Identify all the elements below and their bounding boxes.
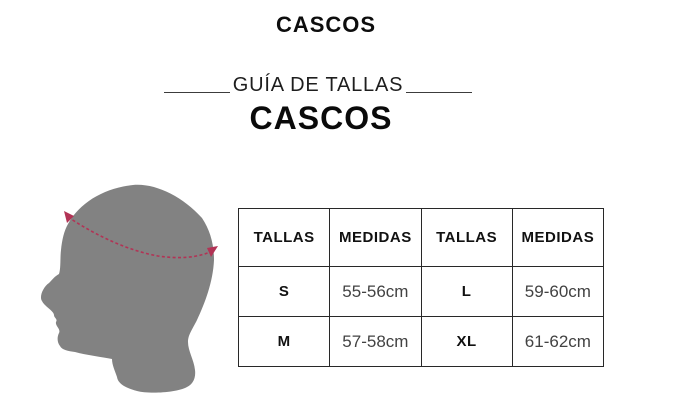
circumference-arrow-left-icon [64, 211, 74, 223]
size-table-header-tallas-1: TALLAS [237, 208, 331, 267]
size-guide-heading: GUÍA DE TALLAS [232, 74, 404, 96]
size-guide-heading-row: GUÍA DE TALLAS [0, 74, 636, 97]
size-table-header-medidas-2: MEDIDAS [511, 208, 605, 267]
size-table-header-medidas-1: MEDIDAS [329, 208, 422, 267]
heading-left-line [163, 92, 230, 93]
head-profile-illustration [40, 184, 218, 393]
size-cell-m: M [237, 316, 331, 367]
measurement-cell-l: 59-60cm [511, 266, 605, 317]
size-table-header-row: TALLAS MEDIDAS TALLAS MEDIDAS [237, 208, 605, 267]
circumference-arrow-right-icon [207, 246, 218, 257]
size-cell-s: S [237, 266, 331, 317]
measurement-cell-xl: 61-62cm [511, 316, 605, 367]
size-cell-xl: XL [420, 316, 513, 367]
size-table-row: M 57-58cm XL 61-62cm [237, 316, 605, 367]
size-table: TALLAS MEDIDAS TALLAS MEDIDAS S 55-56cm … [237, 208, 605, 367]
size-guide-subheading: CASCOS [249, 100, 393, 136]
page-title: CASCOS [275, 12, 377, 37]
circumference-dashed-line-icon [67, 216, 213, 259]
size-table-row: S 55-56cm L 59-60cm [237, 266, 605, 317]
measurement-cell-m: 57-58cm [329, 316, 422, 367]
measurement-cell-s: 55-56cm [329, 266, 422, 317]
size-table-header-tallas-2: TALLAS [420, 208, 513, 267]
size-cell-l: L [420, 266, 513, 317]
head-silhouette-icon [40, 184, 214, 393]
heading-right-line [406, 92, 473, 93]
